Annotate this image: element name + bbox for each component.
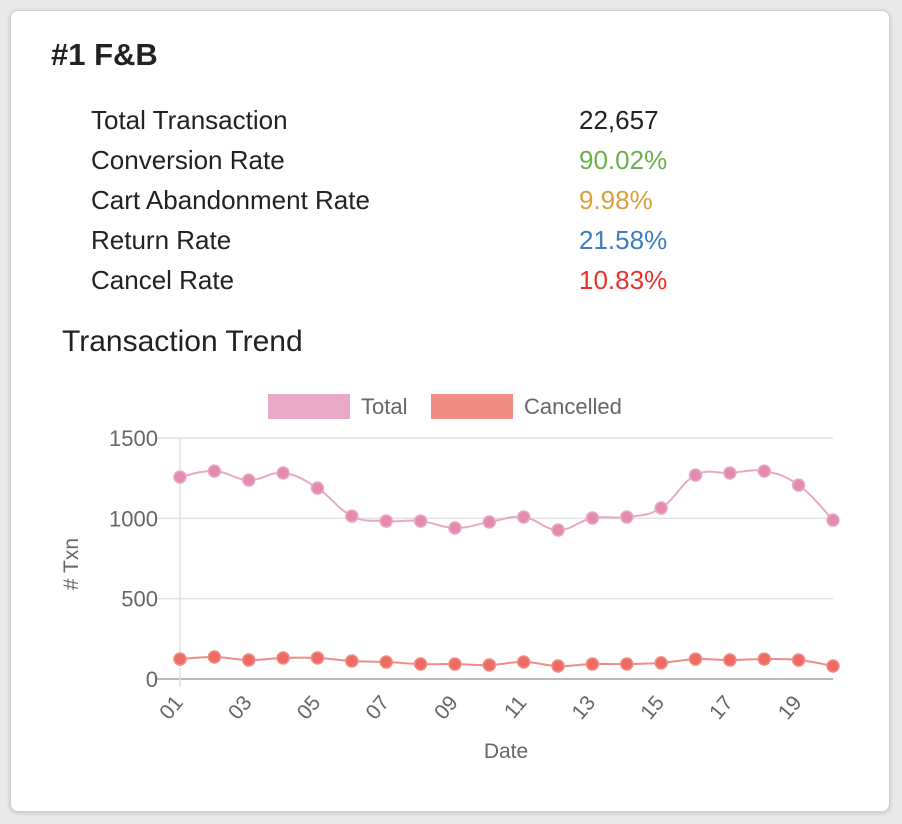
- y-tick-label: 0: [146, 667, 158, 692]
- data-point-total: [620, 510, 634, 524]
- x-axis-label: Date: [484, 740, 528, 763]
- legend-label: Total: [361, 394, 407, 419]
- stat-value: 10.83%: [579, 265, 668, 295]
- data-point-total: [723, 466, 737, 480]
- data-point-cancelled: [379, 655, 393, 669]
- stat-label: Total Transaction: [91, 105, 288, 135]
- stat-label: Conversion Rate: [91, 145, 285, 175]
- data-point-cancelled: [516, 655, 531, 669]
- legend-swatch-cancelled: [431, 394, 513, 419]
- data-point-total: [791, 478, 806, 492]
- x-tick-label: 17: [705, 691, 738, 724]
- x-tick-label: 15: [636, 691, 669, 724]
- data-point-total: [516, 510, 531, 524]
- stat-value: 9.98%: [579, 185, 653, 215]
- category-card: #1 F&B Total Transaction 22,657 Conversion…: [10, 10, 890, 812]
- x-tick-label: 11: [500, 691, 532, 722]
- y-axis-label: # Txn: [60, 538, 83, 590]
- data-point-cancelled: [654, 656, 668, 670]
- data-point-cancelled: [207, 650, 222, 664]
- stat-label: Cart Abandonment Rate: [91, 185, 370, 215]
- data-point-total: [757, 464, 772, 478]
- legend-label: Cancelled: [524, 394, 622, 419]
- data-point-cancelled: [723, 653, 737, 667]
- stat-value: 90.02%: [579, 145, 668, 175]
- x-tick-label: 13: [568, 691, 601, 724]
- data-point-cancelled: [791, 653, 806, 667]
- data-point-total: [448, 521, 462, 535]
- data-point-total: [482, 515, 497, 529]
- data-point-total: [173, 470, 187, 484]
- x-tick-label: 09: [430, 691, 463, 724]
- data-point-total: [310, 481, 325, 495]
- data-point-total: [276, 466, 290, 480]
- x-tick-label: 05: [293, 691, 326, 724]
- y-tick-label: 1000: [109, 506, 158, 531]
- data-point-cancelled: [413, 657, 428, 671]
- y-tick-label: 500: [121, 587, 158, 612]
- data-point-cancelled: [448, 657, 462, 671]
- data-point-total: [241, 473, 256, 487]
- legend-swatch-total: [268, 394, 350, 419]
- data-point-total: [826, 513, 840, 527]
- data-point-total: [551, 523, 565, 537]
- x-tick-label: 07: [361, 691, 394, 724]
- data-point-cancelled: [310, 651, 325, 665]
- data-point-cancelled: [482, 658, 497, 672]
- x-tick-label: 01: [155, 691, 188, 724]
- data-point-total: [207, 464, 222, 478]
- x-tick-label: 03: [224, 691, 257, 724]
- data-point-cancelled: [276, 651, 290, 665]
- data-point-cancelled: [620, 657, 634, 671]
- data-point-cancelled: [826, 659, 840, 673]
- data-point-cancelled: [173, 652, 187, 666]
- y-tick-label: 1500: [109, 426, 158, 451]
- data-point-cancelled: [585, 657, 600, 671]
- chart-title: Transaction Trend: [62, 325, 303, 358]
- data-point-total: [688, 468, 703, 482]
- x-tick-label: 19: [774, 691, 807, 724]
- stat-value: 22,657: [579, 105, 659, 135]
- data-point-total: [585, 511, 600, 525]
- data-point-cancelled: [241, 653, 256, 667]
- data-point-total: [654, 501, 668, 515]
- stat-label: Cancel Rate: [91, 265, 235, 295]
- data-point-cancelled: [551, 659, 565, 673]
- data-point-cancelled: [345, 654, 359, 668]
- data-point-total: [379, 514, 393, 528]
- data-point-total: [345, 509, 359, 523]
- card-title: #1 F&B: [51, 37, 158, 72]
- data-point-cancelled: [757, 652, 772, 666]
- data-point-total: [413, 514, 428, 528]
- data-point-cancelled: [688, 652, 703, 666]
- stat-label: Return Rate: [91, 225, 232, 255]
- stat-value: 21.58%: [579, 225, 668, 255]
- series-line-total: [179, 469, 834, 532]
